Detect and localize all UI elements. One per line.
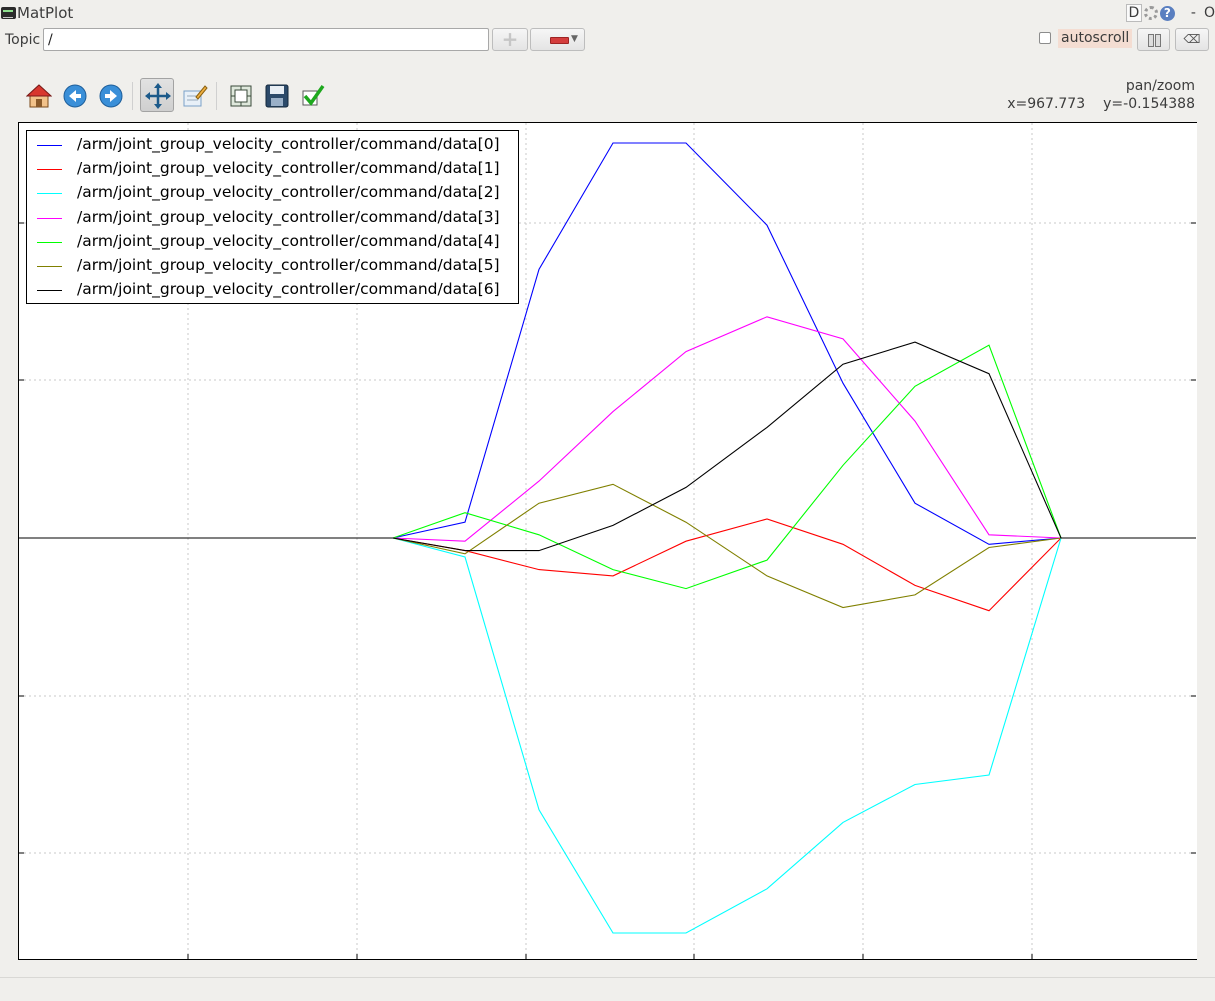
legend-entry: /arm/joint_group_velocity_controller/com… xyxy=(27,278,517,302)
cursor-y: y=-0.154388 xyxy=(1103,96,1195,112)
window-title: MatPlot xyxy=(17,4,74,22)
save-button[interactable] xyxy=(261,80,291,110)
edit-axis-button[interactable] xyxy=(179,80,209,110)
back-button[interactable] xyxy=(59,80,89,110)
autoscroll-label[interactable]: autoscroll xyxy=(1058,29,1133,48)
legend-label: /arm/joint_group_velocity_controller/com… xyxy=(77,256,500,274)
matplot-app-icon xyxy=(1,7,16,19)
clear-icon: ⌫ xyxy=(1183,32,1201,46)
legend-label: /arm/joint_group_velocity_controller/com… xyxy=(77,183,500,202)
legend-swatch xyxy=(37,266,62,267)
check-icon xyxy=(302,84,325,106)
legend-entry: /arm/joint_group_velocity_controller/com… xyxy=(27,230,517,254)
subplot-config-icon xyxy=(230,85,252,107)
series-line-1 xyxy=(19,518,1196,612)
cursor-x: x=967.773 xyxy=(1007,96,1086,112)
cursor-coordinates: x=967.773 y=-0.154388 xyxy=(975,96,1195,114)
legend-entry: /arm/joint_group_velocity_controller/com… xyxy=(27,181,517,205)
title-bar: MatPlot D ? - O xyxy=(0,0,1215,26)
toolbar-separator xyxy=(132,82,133,110)
legend-entry: /arm/joint_group_velocity_controller/com… xyxy=(27,157,517,181)
legend-swatch xyxy=(37,169,62,171)
clear-button[interactable]: ⌫ xyxy=(1175,28,1209,51)
remove-topic-button[interactable]: ▼ xyxy=(530,28,585,51)
legend-label: /arm/joint_group_velocity_controller/com… xyxy=(77,231,500,250)
legend-label: /arm/joint_group_velocity_controller/com… xyxy=(77,280,500,299)
pause-button[interactable] xyxy=(1137,28,1170,51)
topic-label: Topic xyxy=(5,32,41,48)
plus-icon: + xyxy=(501,27,519,51)
legend-label: /arm/joint_group_velocity_controller/com… xyxy=(77,159,500,178)
gear-icon[interactable] xyxy=(1143,6,1158,20)
pan-zoom-icon xyxy=(145,83,171,109)
toolbar-separator xyxy=(216,82,217,110)
add-topic-button[interactable]: + xyxy=(492,28,528,51)
legend-swatch xyxy=(37,145,62,146)
status-readout: pan/zoom x=967.773 y=-0.154388 xyxy=(975,78,1195,114)
back-icon xyxy=(63,84,87,108)
forward-button[interactable] xyxy=(95,80,125,110)
minimize-button[interactable]: - xyxy=(1190,5,1196,21)
legend-label: /arm/joint_group_velocity_controller/com… xyxy=(77,135,500,153)
status-bar xyxy=(0,977,1215,1001)
series-line-4 xyxy=(19,344,1196,590)
series-line-5 xyxy=(19,483,1196,609)
series-line-2 xyxy=(19,537,1196,934)
title-bar-controls: D ? - O xyxy=(1125,4,1215,22)
legend-swatch xyxy=(37,217,62,219)
close-button[interactable]: O xyxy=(1203,5,1215,21)
help-icon[interactable]: ? xyxy=(1159,5,1175,21)
minus-icon xyxy=(550,37,569,44)
forward-icon xyxy=(99,84,123,108)
legend-label: /arm/joint_group_velocity_controller/com… xyxy=(77,207,500,226)
home-icon xyxy=(26,84,52,108)
series-line-3 xyxy=(19,316,1196,542)
topic-input[interactable] xyxy=(43,28,489,51)
series-line-6 xyxy=(19,341,1196,552)
pan-zoom-button[interactable] xyxy=(140,78,174,112)
legend-swatch xyxy=(37,193,62,195)
legend-entry: /arm/joint_group_velocity_controller/com… xyxy=(27,133,517,157)
save-icon xyxy=(265,84,289,108)
apply-button[interactable] xyxy=(297,80,327,110)
legend-swatch xyxy=(37,290,62,292)
topic-bar: Topic + ▼ autoscroll ⌫ xyxy=(0,26,1215,54)
mode-label: pan/zoom xyxy=(1125,78,1195,94)
legend-entry: /arm/joint_group_velocity_controller/com… xyxy=(27,254,517,278)
legend-swatch xyxy=(37,241,62,243)
home-button[interactable] xyxy=(23,80,53,110)
dock-button[interactable]: D xyxy=(1125,4,1142,22)
chevron-down-icon: ▼ xyxy=(571,34,578,44)
edit-axis-icon xyxy=(183,85,208,107)
plot-legend: /arm/joint_group_velocity_controller/com… xyxy=(26,130,519,304)
legend-entry: /arm/joint_group_velocity_controller/com… xyxy=(27,206,517,230)
autoscroll-checkbox[interactable] xyxy=(1039,32,1051,44)
subplot-config-button[interactable] xyxy=(225,80,255,110)
